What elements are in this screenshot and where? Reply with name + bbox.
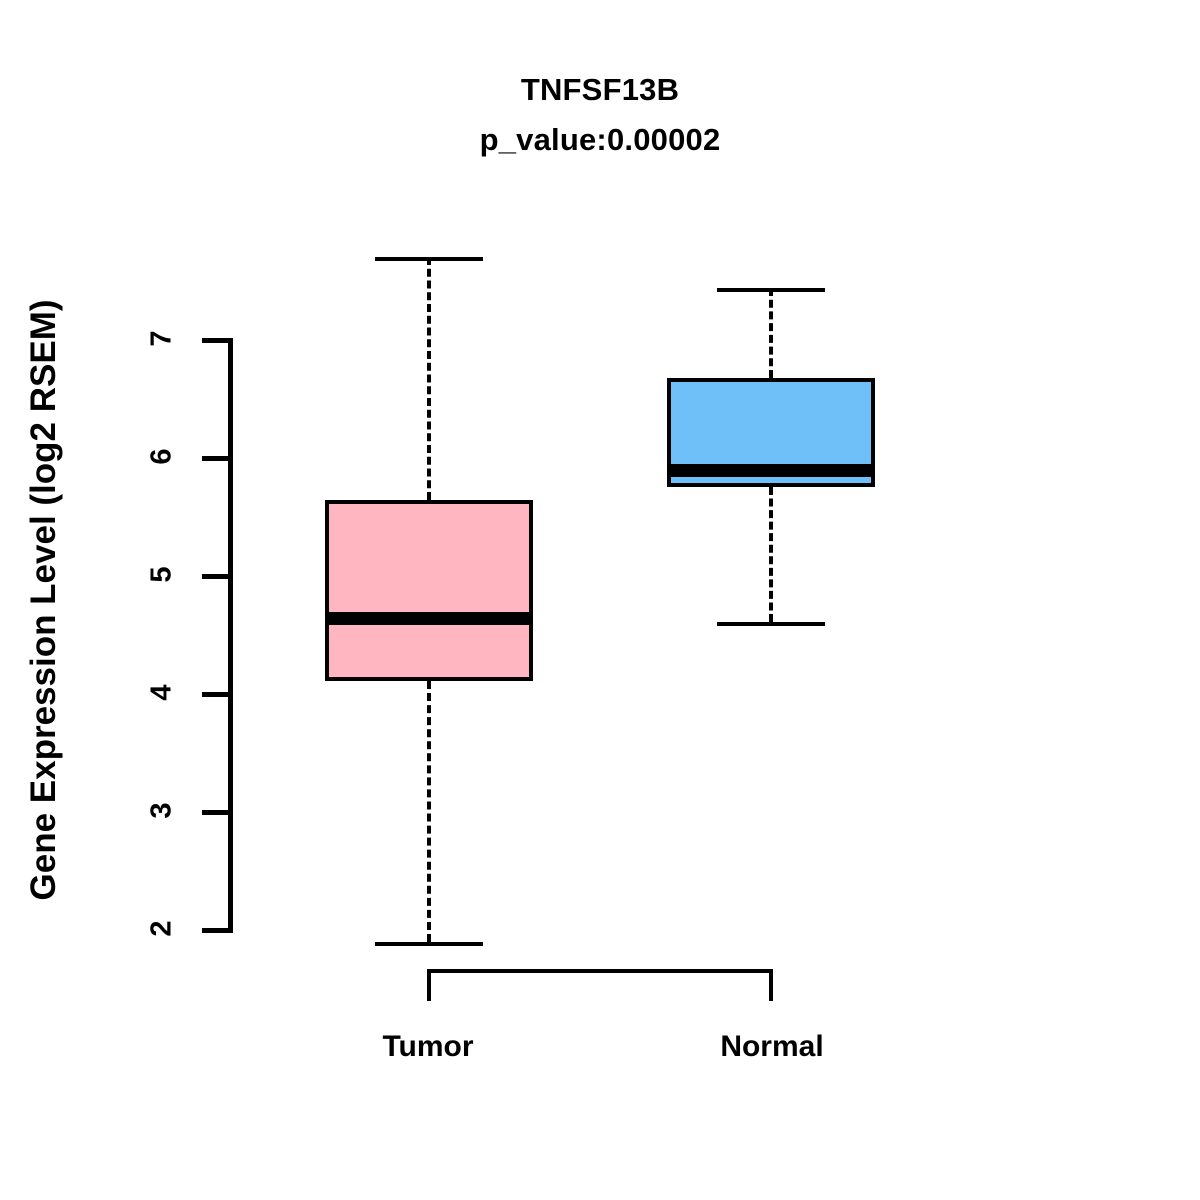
y-axis-tick (202, 810, 228, 815)
x-axis-tick-tumor (427, 969, 431, 1001)
whisker-lower-tumor (427, 681, 431, 943)
chart-subtitle-pvalue: p_value:0.00002 (479, 122, 721, 157)
y-tick-label-4: 4 (145, 684, 178, 701)
whisker-lower-normal (769, 486, 773, 623)
whisker-upper-normal (769, 288, 773, 379)
y-axis-tick (202, 928, 228, 933)
y-axis-tick (202, 456, 228, 461)
y-axis-tick (202, 574, 228, 579)
whisker-cap-lower-normal (717, 622, 825, 627)
y-axis-spine (228, 338, 233, 933)
y-tick-label-3: 3 (145, 802, 178, 819)
whisker-cap-upper-tumor (375, 256, 483, 261)
whisker-upper-tumor (427, 256, 431, 500)
y-tick-label-7: 7 (145, 330, 178, 347)
whisker-cap-upper-normal (717, 288, 825, 293)
x-axis-spine (427, 969, 773, 973)
y-axis-tick (202, 692, 228, 697)
y-tick-label-6: 6 (145, 448, 178, 465)
x-tick-label-tumor: Tumor (382, 1030, 474, 1063)
box-tumor (325, 499, 533, 682)
chart-title: TNFSF13B (520, 72, 680, 107)
y-tick-label-2: 2 (145, 920, 178, 937)
y-axis-tick (202, 338, 228, 343)
y-axis-label: Gene Expression Level (log2 RSEM) (24, 299, 63, 901)
median-line-normal (667, 464, 875, 478)
x-axis-tick-normal (769, 969, 773, 1001)
whisker-cap-lower-tumor (375, 942, 483, 947)
y-tick-label-5: 5 (145, 566, 178, 583)
median-line-tumor (325, 611, 533, 625)
x-tick-label-normal: Normal (720, 1030, 824, 1063)
